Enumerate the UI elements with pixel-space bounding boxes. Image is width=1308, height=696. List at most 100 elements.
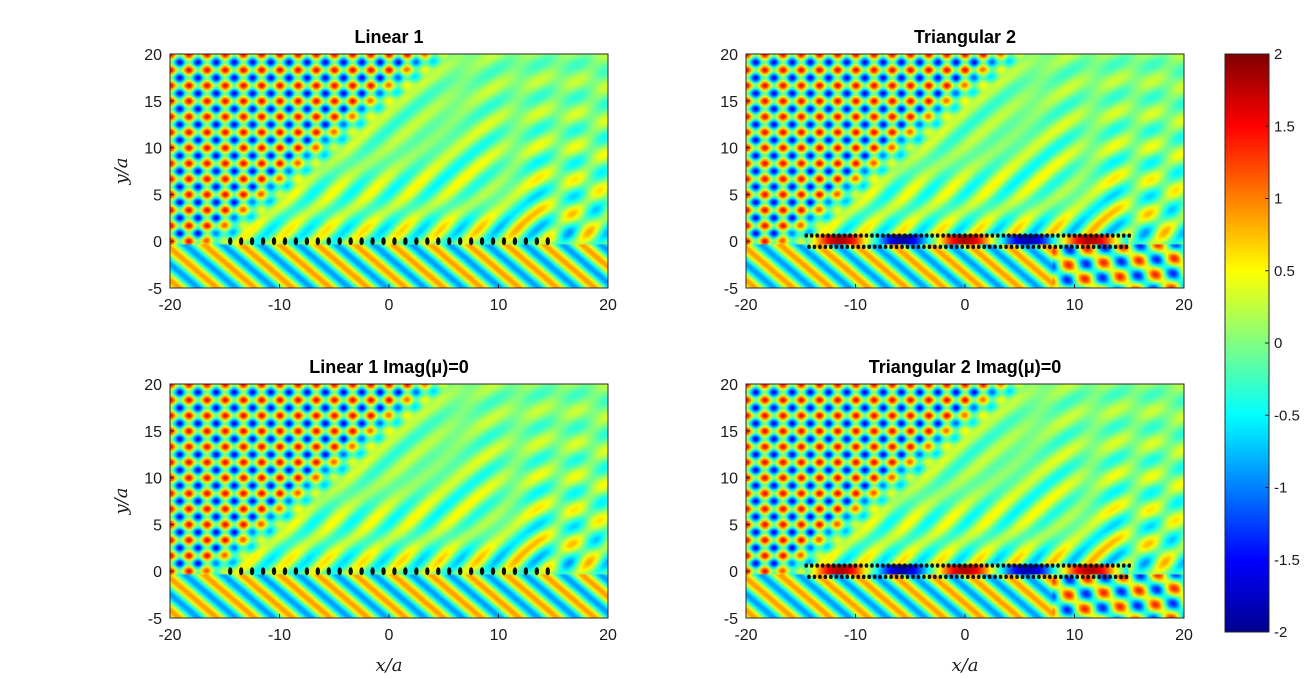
scatterer-marker [837, 233, 841, 238]
scatterer-marker [886, 233, 891, 238]
scatterer-marker [845, 574, 850, 580]
scatterer-marker [392, 567, 397, 576]
scatterer-marker [271, 237, 277, 246]
scatterer-marker [911, 244, 915, 250]
heatmap [746, 54, 1184, 288]
scatterer-marker [905, 574, 910, 580]
scatterer-marker [938, 244, 943, 250]
scatterer-marker [913, 563, 918, 568]
scatterer-marker [1100, 233, 1104, 238]
scatterer-marker [927, 244, 932, 250]
scatterer-marker [807, 574, 811, 580]
y-axis-label: y/a [111, 158, 132, 186]
scatterer-marker [1111, 233, 1115, 238]
scatterer-marker [892, 563, 896, 568]
scatterer-marker [1026, 574, 1030, 580]
scatterer-marker [949, 244, 954, 250]
scatterer-marker [1089, 233, 1093, 238]
scatterer-markers [804, 563, 1132, 580]
scatterer-marker [985, 563, 989, 568]
scatterer-marker [924, 563, 929, 568]
scatterer-marker [924, 233, 929, 238]
scatterer-marker [957, 563, 962, 568]
scatterer-marker [993, 574, 997, 580]
panel-linear-1: Linear 1 20 15 10 5 0 -5 -20 -10 0 10 20 y/a [111, 27, 617, 314]
y-tick-label: 20 [720, 377, 738, 394]
scatterer-marker [960, 574, 965, 580]
scatterer-marker [935, 233, 940, 238]
scatterer-marker [804, 233, 809, 238]
scatterer-marker [1017, 563, 1022, 568]
scatterer-marker [861, 574, 866, 580]
scatterer-marker [850, 574, 855, 580]
scatterer-marker [403, 567, 408, 576]
scatterer-marker [1067, 563, 1071, 568]
scatterer-marker [1020, 244, 1025, 250]
scatterer-marker [1064, 574, 1069, 580]
scatterer-marker [996, 233, 1000, 238]
scatterer-marker [968, 563, 973, 568]
scatterer-marker [370, 567, 375, 576]
scatterer-marker [1102, 244, 1107, 250]
scatterer-marker [916, 574, 921, 580]
panel-title: Triangular 2 Imag(μ)=0 [869, 357, 1062, 377]
scatterer-marker [512, 567, 518, 576]
scatterer-marker [930, 233, 934, 238]
scatterer-marker [818, 574, 822, 580]
scatterer-marker [913, 233, 918, 238]
scatterer-marker [545, 567, 550, 576]
scatterer-marker [809, 233, 814, 238]
scatterer-marker [1034, 233, 1038, 238]
panel-title: Linear 1 [354, 27, 423, 47]
scatterer-marker [804, 563, 809, 568]
y-tick-label: 20 [144, 377, 162, 394]
scatterer-marker [1100, 563, 1104, 568]
scatterer-marker [902, 233, 907, 238]
scatterer-marker [337, 567, 342, 576]
scatterer-marker [998, 244, 1003, 250]
scatterer-marker [875, 233, 880, 238]
scatterer-marker [315, 567, 321, 576]
colorbar-tick-label: 1 [1274, 191, 1282, 208]
scatterer-marker [864, 563, 869, 568]
scatterer-marker [414, 237, 419, 246]
scatterer-marker [293, 237, 299, 246]
x-tick-label: 0 [961, 627, 970, 644]
y-axis-label: y/a [111, 488, 132, 516]
colorbar-tick-label: -2 [1274, 624, 1287, 641]
scatterer-marker [974, 563, 978, 568]
scatterer-marker [1097, 574, 1101, 580]
scatterer-marker [930, 563, 934, 568]
scatterer-marker [348, 567, 353, 576]
scatterer-marker [1113, 244, 1118, 250]
scatterer-marker [1069, 574, 1074, 580]
scatterer-marker [468, 567, 474, 576]
scatterer-marker [1012, 563, 1017, 568]
scatterer-marker [820, 233, 825, 238]
scatterer-marker [534, 567, 540, 576]
y-tick-label: 15 [720, 94, 738, 111]
scatterer-marker [1072, 563, 1077, 568]
x-tick-label: -10 [844, 297, 867, 314]
scatterer-marker [1091, 244, 1096, 250]
scatterer-marker [842, 563, 847, 568]
scatterer-marker [911, 574, 915, 580]
colorbar-tick-label: 0.5 [1274, 263, 1295, 280]
scatterer-marker [823, 574, 828, 580]
scatterer-marker [946, 233, 951, 238]
scatterer-marker [1048, 244, 1052, 250]
scatterer-marker [447, 237, 452, 246]
scatterer-marker [892, 233, 896, 238]
scatterer-marker [834, 574, 839, 580]
scatterer-marker [1105, 233, 1110, 238]
scatterer-marker [829, 244, 833, 250]
scatterer-marker [260, 237, 266, 246]
y-tick-label: 0 [729, 564, 738, 581]
x-tick-label: 10 [1066, 627, 1084, 644]
scatterer-marker [414, 567, 419, 576]
scatterer-marker [875, 563, 880, 568]
scatterer-marker [856, 244, 861, 250]
scatterer-marker [965, 244, 970, 250]
scatterer-marker [902, 563, 907, 568]
